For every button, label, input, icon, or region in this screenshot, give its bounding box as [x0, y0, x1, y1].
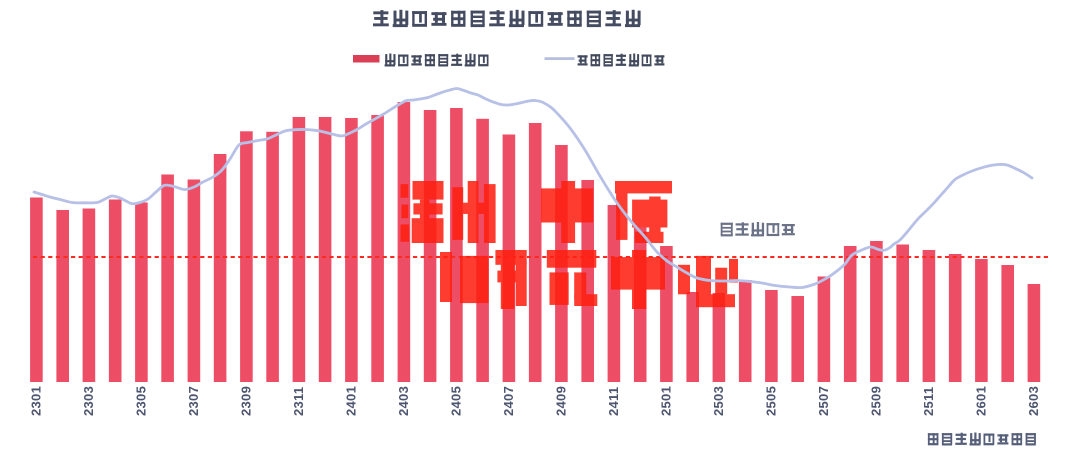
svg-text:2307: 2307 — [186, 386, 201, 416]
svg-text:2601: 2601 — [973, 386, 988, 416]
svg-text:2405: 2405 — [448, 386, 463, 416]
svg-text:2303: 2303 — [81, 386, 96, 416]
svg-text:2501: 2501 — [658, 386, 673, 416]
svg-text:2301: 2301 — [28, 386, 43, 416]
svg-text:2305: 2305 — [133, 386, 148, 416]
svg-text:2311: 2311 — [291, 387, 306, 416]
svg-text:2511: 2511 — [921, 387, 936, 416]
svg-text:2503: 2503 — [711, 386, 726, 416]
svg-text:2509: 2509 — [868, 386, 883, 416]
svg-text:2309: 2309 — [238, 386, 253, 416]
svg-text:2505: 2505 — [763, 386, 778, 416]
svg-text:2507: 2507 — [816, 386, 831, 416]
svg-text:2411: 2411 — [606, 387, 621, 416]
svg-text:2401: 2401 — [343, 386, 358, 416]
svg-text:2409: 2409 — [553, 386, 568, 416]
svg-text:2407: 2407 — [501, 386, 516, 416]
svg-text:2603: 2603 — [1026, 386, 1041, 416]
svg-text:2403: 2403 — [396, 386, 411, 416]
